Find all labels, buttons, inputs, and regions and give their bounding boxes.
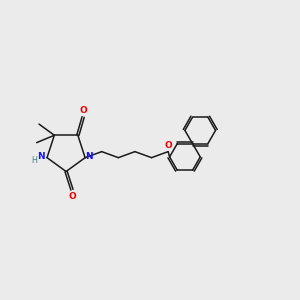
Text: H: H <box>32 156 37 165</box>
Text: N: N <box>37 152 45 161</box>
Text: O: O <box>79 106 87 115</box>
Text: O: O <box>68 192 76 201</box>
Text: O: O <box>165 141 172 150</box>
Text: N: N <box>85 152 92 161</box>
